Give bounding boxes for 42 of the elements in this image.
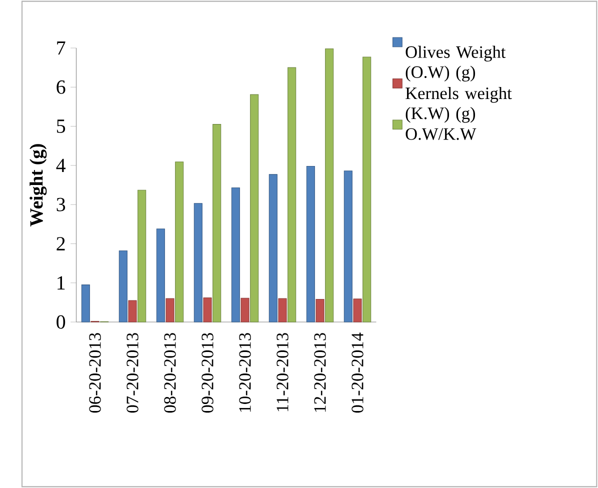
bar	[278, 298, 287, 322]
y-tick-label: 5	[57, 120, 66, 133]
y-tick-label: 6	[56, 80, 66, 94]
bar	[128, 300, 137, 322]
y-tick-label: 0	[56, 315, 66, 329]
bar	[325, 48, 334, 322]
bar	[250, 94, 259, 322]
bar	[306, 166, 315, 322]
bar	[156, 228, 165, 322]
bar	[231, 187, 240, 322]
bar	[268, 174, 278, 322]
legend-label: Kernels weight (K.W) (g)	[406, 86, 512, 123]
y-tick-label: 4	[56, 158, 66, 172]
bar	[212, 124, 222, 322]
bar	[316, 299, 324, 322]
legend-label: O.W/K.W	[406, 128, 476, 140]
bar	[81, 284, 90, 322]
legend-label: Olives Weight (O.W) (g)	[406, 46, 506, 82]
bar	[362, 56, 372, 322]
y-axis-title: Weight (g)	[30, 144, 47, 226]
bar	[344, 170, 352, 322]
bar	[138, 190, 146, 322]
y-tick-label: 3	[56, 198, 66, 212]
bar	[118, 250, 128, 322]
x-tick-label: 08-20-2013	[164, 333, 176, 413]
bar	[240, 298, 250, 322]
x-tick-label: 07-20-2013	[126, 333, 138, 413]
bar	[194, 203, 202, 322]
y-tick-label: 1	[58, 276, 65, 290]
x-tick-label: 11-20-2013	[276, 333, 288, 412]
x-tick-label: 10-20-2013	[239, 333, 251, 412]
bar	[288, 67, 296, 322]
bar	[353, 298, 362, 322]
x-tick-label: 01-20-2014	[352, 332, 364, 413]
x-tick-label: 12-20-2013	[314, 333, 326, 412]
bar	[166, 298, 174, 322]
bar	[175, 162, 184, 322]
bar	[203, 297, 212, 322]
x-tick-label: 09-20-2013	[202, 333, 214, 413]
x-tick-label: 06-20-2013	[89, 333, 101, 413]
y-tick-label: 2	[56, 237, 65, 250]
y-tick-label: 7	[57, 41, 66, 55]
